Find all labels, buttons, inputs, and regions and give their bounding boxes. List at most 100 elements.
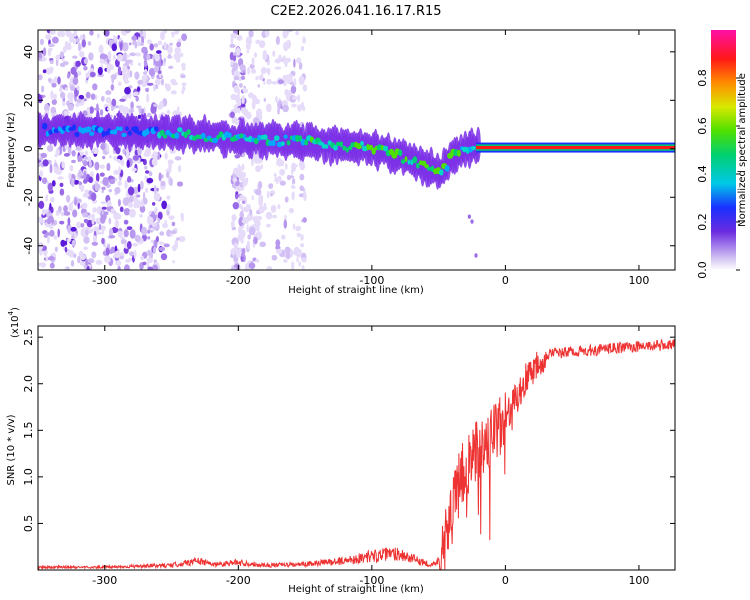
spectrogram-cell: [105, 90, 112, 96]
spectrogram-cell: [140, 180, 144, 190]
spectrogram-cell: [120, 236, 125, 240]
spectrogram-ytick-label: 40: [22, 45, 35, 59]
spectrogram-cell: [238, 196, 245, 201]
spectrogram-cell: [167, 46, 173, 54]
spectrogram-cell: [253, 137, 259, 145]
colorbar-label: Normalized spectral amplitude: [737, 73, 748, 227]
spectrogram-cell: [72, 209, 78, 218]
spectrogram-cell: [162, 134, 168, 139]
spectrogram-cell: [471, 146, 477, 151]
snr-xtick-label: 0: [502, 574, 509, 587]
spectrogram-cell: [245, 203, 251, 211]
spectrogram-cell: [67, 217, 71, 226]
spectrogram-cell: [240, 239, 244, 244]
spectrogram-cell: [233, 52, 237, 56]
spectrogram-cell: [81, 39, 87, 48]
spectrogram-cell: [167, 53, 172, 59]
spectrogram-cell: [76, 221, 82, 229]
spectrogram-cell: [108, 217, 112, 225]
spectrogram-cell: [249, 209, 253, 216]
spectrogram-cell: [39, 170, 44, 178]
spectrogram-cell: [69, 231, 74, 235]
spectrogram-cell: [154, 207, 158, 215]
spectrogram-cell: [129, 70, 133, 78]
spectrogram-cell: [83, 160, 88, 167]
spectrogram-cell: [46, 218, 52, 225]
spectrogram-cell: [159, 129, 165, 136]
spectrogram-cell: [119, 206, 124, 213]
spectrogram-cell: [282, 30, 288, 39]
spectrogram-cell: [248, 92, 254, 99]
spectrogram-cell: [120, 252, 124, 256]
spectrogram-cell: [123, 208, 131, 216]
spectrogram-cell: [118, 37, 122, 42]
spectrogram-cell: [296, 232, 301, 237]
spectrogram-cell: [79, 254, 86, 261]
spectrogram-cell: [169, 42, 173, 46]
spectrogram-cell: [73, 253, 77, 258]
spectrogram-cell: [272, 50, 276, 57]
spectrogram-cell: [426, 166, 433, 171]
spectrogram-cell: [163, 57, 167, 63]
spectrogram-cell: [239, 64, 246, 71]
spectrogram-cell: [38, 74, 43, 81]
snr-ytick-label: 1.5: [22, 422, 35, 440]
spectrogram-cell: [50, 196, 55, 203]
spectrogram-cell: [83, 58, 88, 65]
spectrogram-cell: [293, 246, 300, 256]
spectrogram-cell: [281, 234, 286, 240]
spectrogram-cell: [301, 265, 305, 270]
spectrogram-cell: [45, 255, 49, 262]
spectrogram-cell: [95, 172, 100, 183]
spectrogram-cell: [53, 235, 58, 240]
spectrogram-cell: [262, 52, 268, 61]
spectrogram-cell: [38, 262, 45, 267]
spectrogram-cell: [68, 172, 72, 181]
spectrogram-cell: [58, 205, 62, 213]
spectrogram-cell: [89, 131, 95, 136]
spectrogram-cell: [76, 37, 80, 44]
spectrogram-cell: [157, 217, 160, 224]
spectrogram-cell: [150, 227, 154, 231]
spectrogram-cell: [137, 36, 141, 45]
snr-ytick-label: 1.0: [22, 468, 35, 486]
spectrogram-cell: [74, 131, 80, 137]
spectrogram-cell: [152, 202, 156, 206]
spectrogram-cell: [229, 43, 236, 48]
spectrogram-cell: [107, 107, 110, 111]
snr-series-line: [38, 338, 675, 570]
spectrogram-cell: [297, 94, 301, 102]
spectrogram-cell: [280, 141, 285, 146]
spectrogram-cell: [61, 161, 65, 169]
spectrogram-cell: [124, 30, 131, 34]
snr-ytick-label: 2.5: [22, 328, 35, 346]
spectrogram-cell: [131, 167, 137, 172]
snr-plot-area: [38, 326, 675, 570]
snr-ytick-label: 0.5: [22, 515, 35, 533]
spectrogram-cell: [155, 236, 159, 243]
spectrogram-cell: [245, 111, 252, 120]
spectrogram-cell: [70, 260, 75, 267]
spectrogram-cell: [64, 41, 69, 49]
spectrogram-cell: [137, 146, 142, 156]
spectrogram-cell: [398, 149, 403, 157]
spectrogram-cell: [63, 153, 70, 157]
spectrogram-cell: [232, 62, 237, 69]
spectrogram-cell: [73, 30, 78, 38]
spectrogram-cell: [266, 67, 270, 74]
spectrogram-cell: [250, 68, 257, 74]
spectrogram-cell: [62, 46, 67, 53]
spectrogram-cell: [158, 172, 162, 182]
spectrogram-cell: [111, 75, 115, 84]
snr-frame: [37, 325, 676, 571]
spectrogram-cell: [232, 202, 239, 210]
spectrogram-cell: [141, 82, 147, 88]
spectrogram-cell: [99, 109, 104, 116]
spectrogram-cell: [247, 66, 251, 75]
spectrogram-cell: [42, 122, 48, 130]
spectrogram-cell: [38, 216, 43, 223]
spectrogram-cell: [94, 107, 100, 111]
spectrogram-cell: [238, 165, 242, 175]
spectrogram-cell: [141, 46, 148, 54]
